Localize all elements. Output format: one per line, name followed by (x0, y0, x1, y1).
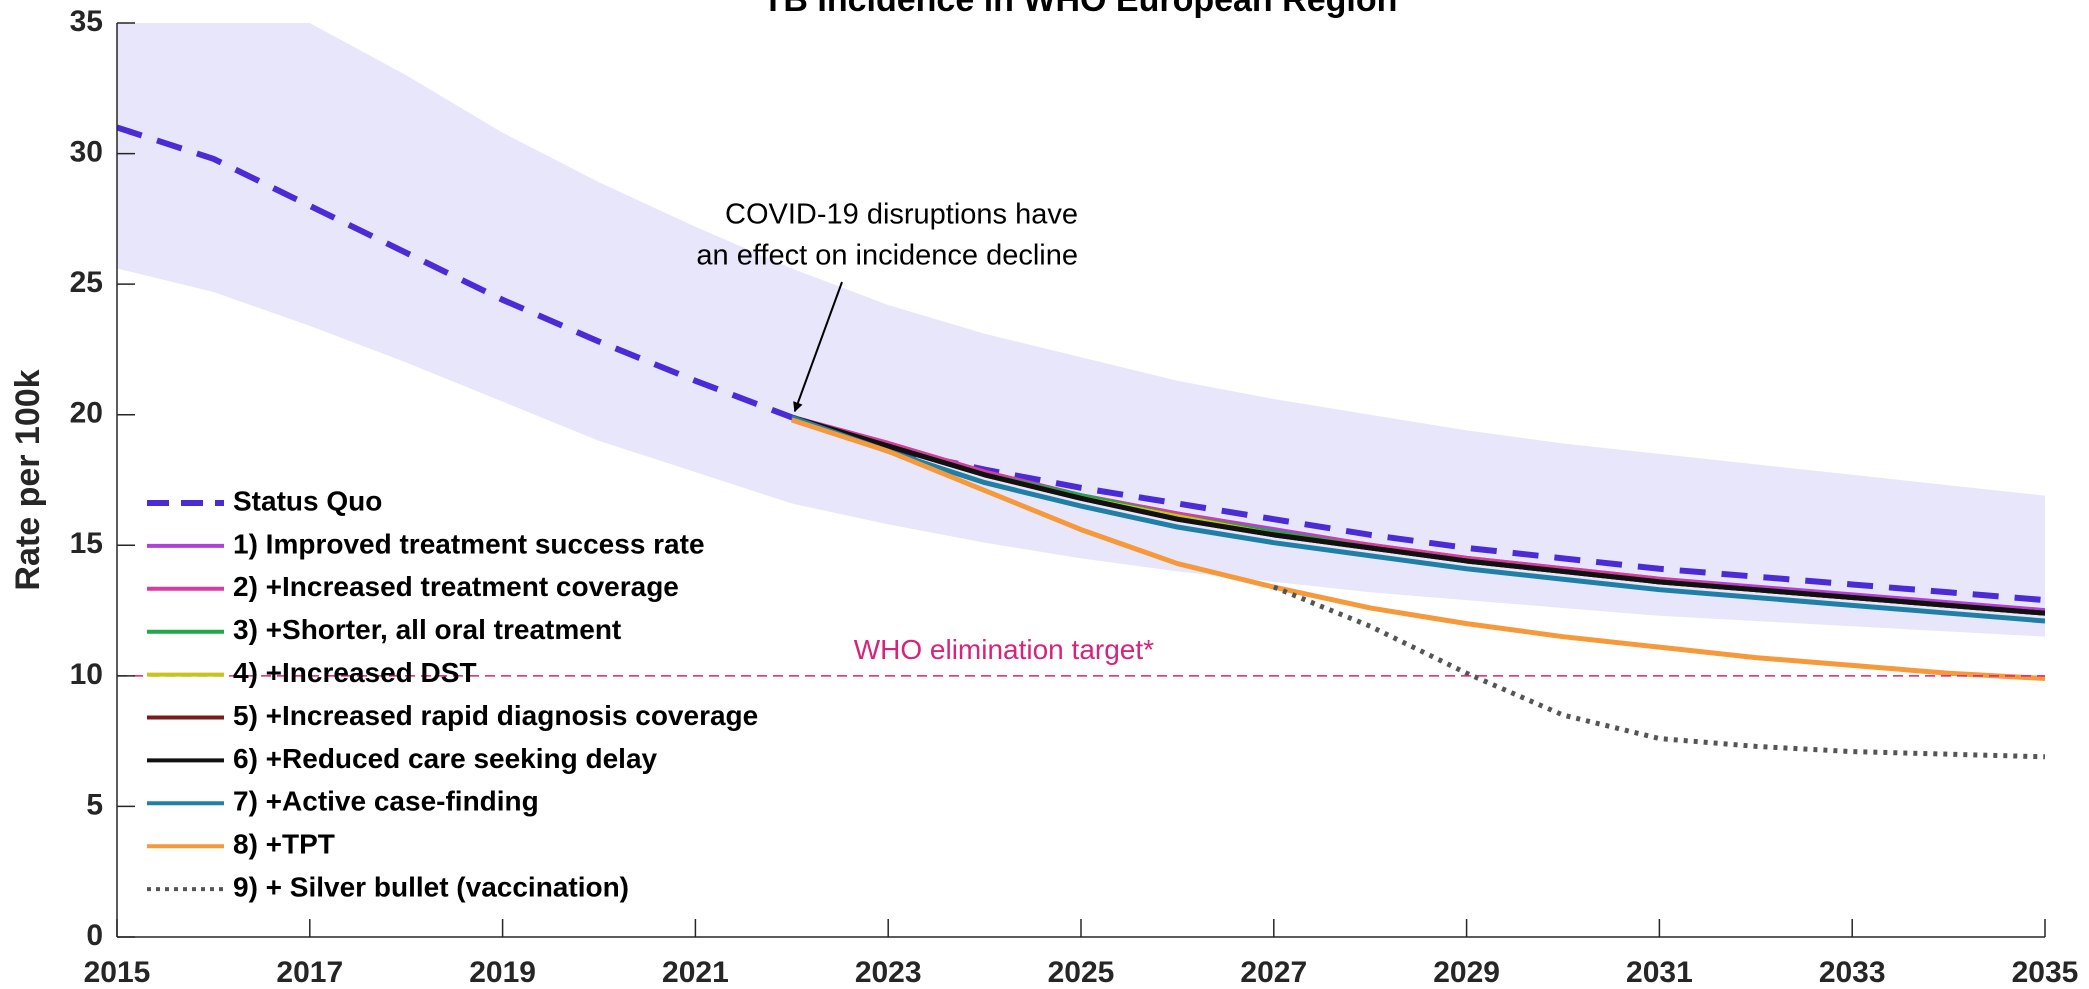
y-tick-label: 5 (86, 788, 103, 821)
y-tick-label: 35 (70, 5, 103, 38)
series-line (791, 417, 2045, 681)
series-line (791, 414, 2045, 616)
x-tick-label: 2019 (469, 956, 536, 989)
annotation-text: COVID-19 disruptions have (725, 199, 1078, 231)
annotation-arrow (793, 281, 843, 413)
uncertainty-band (117, 23, 2045, 637)
x-tick-label: 2017 (276, 956, 343, 989)
legend-label: 2) +Increased treatment coverage (233, 571, 679, 602)
legend-label: 6) +Reduced care seeking delay (233, 743, 658, 774)
y-tick-label: 30 (70, 135, 103, 168)
x-tick-label: 2035 (2012, 956, 2079, 989)
y-tick-label: 20 (70, 397, 103, 430)
x-tick-label: 2021 (662, 956, 729, 989)
legend-label: 8) +TPT (233, 829, 335, 860)
y-tick-label: 25 (70, 266, 103, 299)
legend-label: 4) +Increased DST (233, 657, 477, 688)
legend-label: Status Quo (233, 485, 382, 516)
legend-label: 3) +Shorter, all oral treatment (233, 614, 621, 645)
series-line (117, 124, 2045, 604)
y-tick-label: 10 (70, 658, 103, 691)
y-tick-label: 15 (70, 527, 103, 560)
x-tick-label: 2023 (855, 956, 922, 989)
legend-label: 7) +Active case-finding (233, 786, 539, 817)
legend-label: 1) Improved treatment success rate (233, 528, 705, 559)
x-tick-label: 2025 (1048, 956, 1115, 989)
y-tick-label: 0 (86, 919, 103, 952)
target-label: WHO elimination target* (854, 634, 1154, 665)
x-tick-label: 2029 (1433, 956, 1500, 989)
x-tick-label: 2033 (1819, 956, 1886, 989)
x-tick-label: 2015 (84, 956, 151, 989)
legend-label: 9) + Silver bullet (vaccination) (233, 871, 629, 902)
annotation-text: an effect on incidence decline (696, 240, 1078, 272)
legend-label: 5) +Increased rapid diagnosis coverage (233, 700, 758, 731)
series-line (790, 414, 2045, 624)
x-tick-label: 2027 (1240, 956, 1307, 989)
plot-area (117, 23, 2045, 760)
y-axis-label: Rate per 100k (9, 369, 47, 590)
x-tick-label: 2031 (1626, 956, 1693, 989)
series-line (1272, 584, 2045, 760)
chart-title: TB Incidence in WHO European Region (763, 0, 1398, 19)
